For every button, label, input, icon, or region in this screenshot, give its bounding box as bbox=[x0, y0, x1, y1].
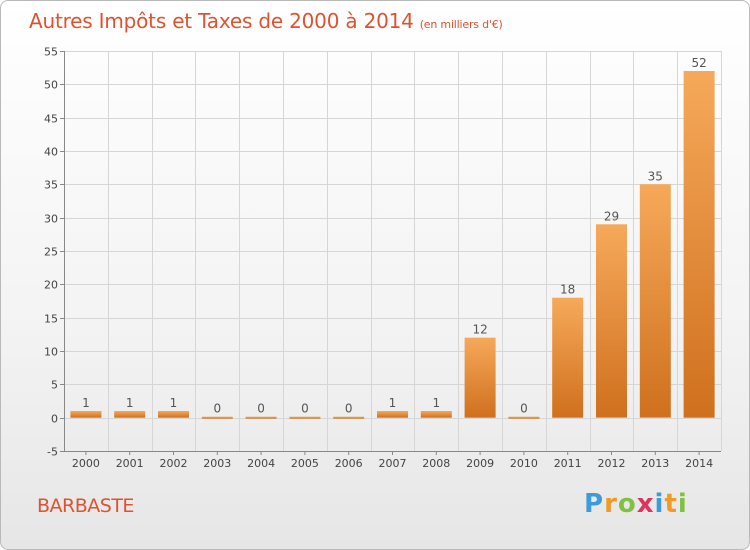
y-tick-label: 30 bbox=[44, 213, 58, 226]
bar bbox=[70, 411, 102, 418]
data-label: 0 bbox=[213, 402, 221, 416]
bar bbox=[552, 297, 584, 418]
bar bbox=[201, 416, 233, 419]
y-tick-label: 50 bbox=[44, 79, 58, 92]
data-label: 0 bbox=[345, 402, 353, 416]
bars bbox=[70, 71, 715, 419]
x-tick-label: 2009 bbox=[466, 457, 494, 470]
x-tick-label: 2000 bbox=[72, 457, 100, 470]
x-tick-label: 2012 bbox=[598, 457, 626, 470]
data-label: 12 bbox=[472, 323, 487, 337]
x-tick-label: 2002 bbox=[160, 457, 188, 470]
bar bbox=[377, 411, 408, 418]
data-label: 0 bbox=[257, 402, 265, 416]
y-tick-label: 5 bbox=[51, 379, 58, 392]
logo-letter: r bbox=[604, 489, 618, 519]
chart-title-main: Autres Impôts et Taxes de 2000 à 2014 bbox=[29, 9, 414, 33]
y-tick-label: 0 bbox=[51, 413, 58, 426]
logo-letter: x bbox=[636, 489, 655, 519]
data-label: 0 bbox=[301, 402, 309, 416]
data-label: 1 bbox=[432, 396, 440, 410]
bar bbox=[289, 416, 321, 419]
bar bbox=[596, 224, 627, 418]
data-label: 1 bbox=[82, 396, 90, 410]
bar bbox=[114, 411, 146, 418]
y-tick-label: 55 bbox=[44, 46, 58, 59]
bar bbox=[158, 411, 189, 418]
data-label: 1 bbox=[170, 396, 178, 410]
logo-letter: P bbox=[584, 489, 605, 519]
data-label: 52 bbox=[691, 56, 706, 70]
data-label: 1 bbox=[389, 396, 397, 410]
y-tick-label: 40 bbox=[44, 146, 58, 159]
y-tick-label: 25 bbox=[44, 246, 58, 259]
y-tick-label: 15 bbox=[44, 313, 58, 326]
bar bbox=[245, 416, 277, 419]
logo-letter: o bbox=[617, 489, 637, 519]
y-tick-label: 45 bbox=[44, 113, 58, 126]
labels: 1 1 1 0 0 0 0 1 1 12 0 18 29 35 52 bbox=[82, 56, 707, 416]
x-tick-label: 2003 bbox=[203, 457, 231, 470]
logo-letter: i bbox=[677, 489, 688, 519]
y-tick-label: 35 bbox=[44, 179, 58, 192]
x-tick-label: 2010 bbox=[510, 457, 538, 470]
data-label: 35 bbox=[648, 169, 663, 183]
commune-name: BARBASTE bbox=[37, 495, 134, 517]
bar bbox=[508, 416, 540, 419]
x-tick-label: 2008 bbox=[422, 457, 450, 470]
bar bbox=[464, 337, 496, 418]
x-tick-label: 2007 bbox=[379, 457, 407, 470]
y-tick-label: 10 bbox=[44, 346, 58, 359]
bar bbox=[333, 416, 365, 419]
x-tick-label: 2011 bbox=[554, 457, 582, 470]
data-label: 1 bbox=[126, 396, 134, 410]
proxiti-logo: Proxiti bbox=[584, 489, 688, 519]
bar bbox=[420, 411, 452, 418]
chart-title-unit: (en milliers d'€) bbox=[419, 18, 503, 31]
data-label: 18 bbox=[560, 283, 575, 297]
x-tick-label: 2005 bbox=[291, 457, 319, 470]
x-tick-label: 2014 bbox=[685, 457, 713, 470]
x-tick-label: 2006 bbox=[335, 457, 363, 470]
x-tick-label: 2004 bbox=[247, 457, 275, 470]
x-tick-label: 2001 bbox=[116, 457, 144, 470]
chart-title: Autres Impôts et Taxes de 2000 à 2014 (en… bbox=[29, 9, 503, 33]
y-tick-label: 20 bbox=[44, 279, 58, 292]
bar bbox=[639, 184, 671, 418]
logo-letter: i bbox=[654, 489, 665, 519]
logo-letter: t bbox=[664, 489, 678, 519]
data-label: 29 bbox=[604, 209, 619, 223]
y-tick-label: -5 bbox=[47, 446, 58, 459]
bar bbox=[683, 71, 715, 418]
data-label: 0 bbox=[520, 402, 528, 416]
x-tick-label: 2013 bbox=[641, 457, 669, 470]
